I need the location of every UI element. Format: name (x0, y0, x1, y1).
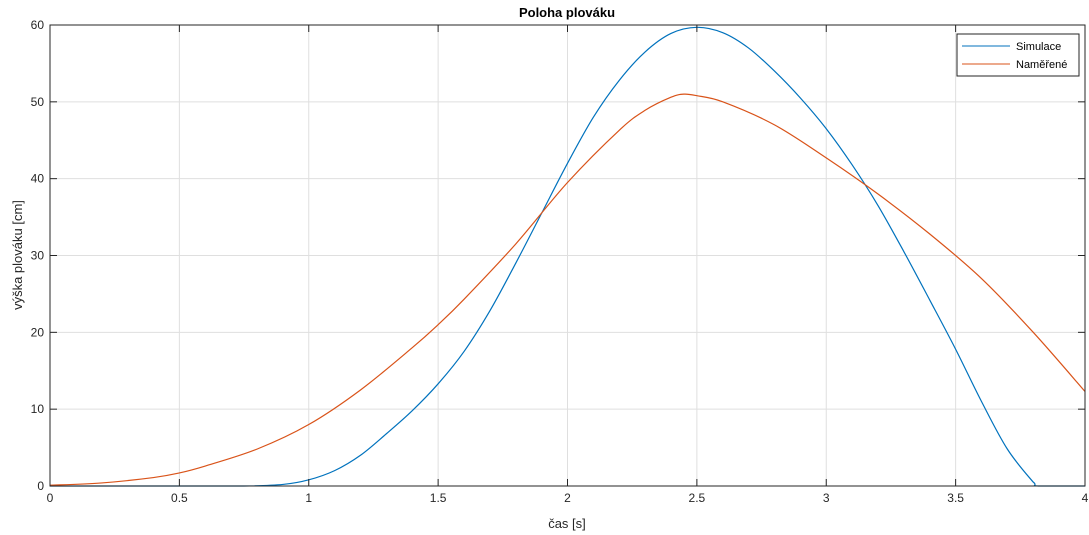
x-tick-label: 1.5 (430, 491, 447, 505)
y-tick-label: 20 (31, 325, 45, 339)
series-line-simulace (50, 26, 1085, 487)
x-axis-label: čas [s] (548, 516, 586, 531)
series-line-namerene (49, 93, 1086, 486)
y-axis-label: výška plováku [cm] (10, 200, 25, 310)
y-tick-label: 10 (31, 402, 45, 416)
x-tick-label: 4 (1082, 491, 1089, 505)
y-tick-label: 50 (31, 95, 45, 109)
chart-title: Poloha plováku (519, 5, 615, 20)
legend: Simulace Naměřené (956, 33, 1080, 77)
x-tick-label: 3.5 (947, 491, 964, 505)
legend-label-namerene: Naměřené (1016, 59, 1067, 71)
y-tick-label: 0 (37, 479, 44, 493)
y-tick-label: 60 (31, 18, 45, 32)
legend-label-simulace: Simulace (1016, 41, 1061, 53)
y-tick-label: 40 (31, 172, 45, 186)
series-lines (49, 26, 1086, 487)
legend-box (956, 33, 1080, 77)
y-tick-label: 30 (31, 249, 45, 263)
x-tick-label: 3 (823, 491, 830, 505)
x-tick-label: 2.5 (689, 491, 706, 505)
x-tick-label: 0.5 (171, 491, 188, 505)
x-tick-label: 0 (47, 491, 54, 505)
x-tick-label: 2 (564, 491, 571, 505)
x-tick-label: 1 (305, 491, 312, 505)
